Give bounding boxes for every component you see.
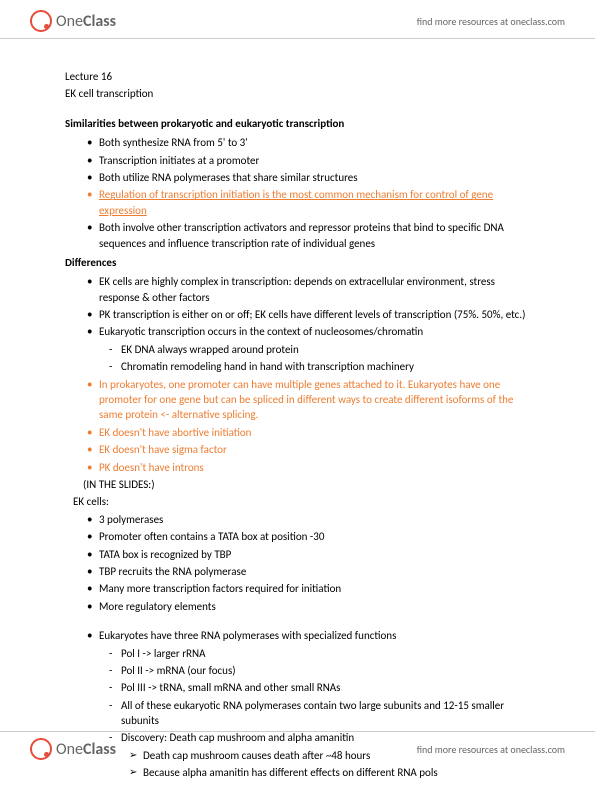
similarities-heading: Similarities between prokaryotic and euk… [65, 116, 530, 131]
list-item: EK DNA always wrapped around protein [65, 342, 530, 357]
list-item: Both synthesize RNA from 5' to 3' [65, 135, 530, 150]
list-item: Promoter often contains a TATA box at po… [65, 529, 530, 544]
logo-text-class: Class [83, 740, 116, 759]
header-resources-link[interactable]: find more resources at oneclass.com [417, 15, 565, 28]
list-item: TBP recruits the RNA polymerase [65, 564, 530, 579]
page-header: OneClass find more resources at oneclass… [0, 0, 595, 39]
similarities-list: Both synthesize RNA from 5' to 3' Transc… [65, 135, 530, 251]
ek-cells-list: 3 polymerases Promoter often contains a … [65, 512, 530, 614]
list-item: Eukaryotic transcription occurs in the c… [65, 324, 530, 339]
list-item: TATA box is recognized by TBP [65, 547, 530, 562]
list-item: Transcription initiates at a promoter [65, 153, 530, 168]
logo-text-one: One [56, 740, 83, 759]
footer-logo: OneClass [30, 738, 116, 760]
list-item: More regulatory elements [65, 599, 530, 614]
logo: OneClass [30, 10, 116, 32]
list-item: Pol I -> larger rRNA [65, 646, 530, 661]
in-slides-label: (IN THE SLIDES:) [65, 477, 530, 492]
differences-sublist: EK DNA always wrapped around protein Chr… [65, 342, 530, 375]
list-item-highlighted: PK doesn't have introns [65, 460, 530, 475]
list-item: Many more transcription factors required… [65, 581, 530, 596]
list-item: All of these eukaryotic RNA polymerases … [65, 698, 530, 729]
differences-list: EK cells are highly complex in transcrip… [65, 274, 530, 340]
list-item-highlighted: EK doesn't have abortive initiation [65, 425, 530, 440]
list-item: Chromatin remodeling hand in hand with t… [65, 359, 530, 374]
list-item-highlighted: In prokaryotes, one promoter can have mu… [65, 377, 530, 423]
list-item: PK transcription is either on or off; EK… [65, 307, 530, 322]
list-item: 3 polymerases [65, 512, 530, 527]
logo-text-one: One [56, 12, 83, 31]
eukaryotes-polymerase-list: Eukaryotes have three RNA polymerases wi… [65, 628, 530, 643]
logo-icon [30, 738, 52, 760]
list-item: Pol III -> tRNA, small mRNA and other sm… [65, 680, 530, 695]
page-footer: OneClass find more resources at oneclass… [0, 731, 595, 770]
list-item: Both involve other transcription activat… [65, 220, 530, 251]
list-item: Pol II -> mRNA (our focus) [65, 663, 530, 678]
ek-cells-label: EK cells: [65, 494, 530, 509]
document-content: Lecture 16 EK cell transcription Similar… [0, 39, 595, 793]
list-item: Eukaryotes have three RNA polymerases wi… [65, 628, 530, 643]
lecture-subtitle: EK cell transcription [65, 86, 530, 101]
lecture-number: Lecture 16 [65, 69, 530, 84]
logo-text-class: Class [83, 12, 116, 31]
footer-resources-link[interactable]: find more resources at oneclass.com [417, 743, 565, 756]
differences-heading: Differences [65, 255, 530, 270]
differences-orange-list: In prokaryotes, one promoter can have mu… [65, 377, 530, 475]
logo-icon [30, 10, 52, 32]
list-item-highlighted: EK doesn't have sigma factor [65, 442, 530, 457]
list-item: EK cells are highly complex in transcrip… [65, 274, 530, 305]
list-item: Both utilize RNA polymerases that share … [65, 170, 530, 185]
list-item-highlighted: Regulation of transcription initiation i… [65, 187, 530, 218]
